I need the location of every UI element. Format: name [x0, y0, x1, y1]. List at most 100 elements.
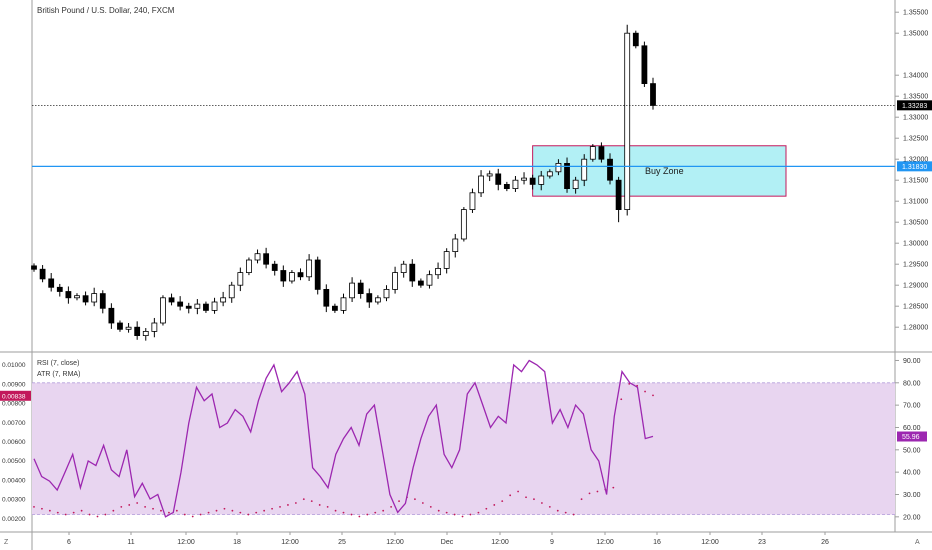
- rsi-tick-label: 30.00: [903, 492, 921, 499]
- buy-zone[interactable]: Buy Zone: [532, 145, 787, 197]
- atr-dot: [160, 509, 162, 512]
- atr-tick-label: 0.00600: [2, 439, 26, 446]
- atr-dot: [382, 509, 385, 512]
- rsi-legend[interactable]: RSI (7, close): [37, 360, 79, 367]
- candle-body: [306, 259, 313, 278]
- atr-tick-label: 0.00800: [2, 401, 26, 408]
- time-tick-label: 12:00: [491, 539, 509, 546]
- candle-body: [349, 282, 355, 299]
- horizontal-line-tag: [897, 161, 932, 172]
- time-tick-label: 26: [821, 539, 829, 546]
- atr-dot: [620, 398, 623, 401]
- atr-dot: [120, 505, 123, 508]
- candle-body: [39, 268, 46, 280]
- atr-dot: [207, 511, 210, 514]
- atr-axis[interactable]: 0.01000 0.00900 0.00800 0.00700 0.00600 0.005…: [2, 362, 26, 523]
- candle-body: [392, 272, 398, 290]
- time-tick-label: 12:00: [281, 539, 299, 546]
- atr-dot: [652, 394, 654, 397]
- atr-dot: [247, 513, 250, 516]
- atr-dot: [294, 502, 297, 504]
- candle-body: [289, 272, 295, 282]
- time-axis[interactable]: 6 11 12:00 18 12:00 25 12:00 Dec 12:00 9 12:00 16 12…: [67, 532, 829, 546]
- buy-zone-rectangle[interactable]: [532, 145, 787, 197]
- candle-body: [581, 158, 588, 181]
- rsi-tick-label: 90.00: [903, 358, 921, 365]
- atr-dot: [183, 513, 186, 516]
- atr-dot: [596, 490, 599, 493]
- candle-body: [177, 301, 184, 307]
- candle-body: [151, 322, 158, 332]
- atr-dot: [564, 511, 567, 514]
- time-tick-label: 18: [233, 539, 241, 546]
- candle-body: [426, 274, 433, 286]
- auto-scale-toggle[interactable]: A: [915, 539, 920, 546]
- time-tick-label: 6: [67, 539, 71, 546]
- atr-dot: [350, 513, 353, 516]
- atr-dot: [612, 486, 615, 489]
- candle-body: [641, 45, 648, 84]
- symbol-title[interactable]: British Pound / U.S. Dollar, 240, FXCM: [37, 6, 175, 15]
- atr-dot: [152, 507, 154, 510]
- atr-dot: [429, 505, 432, 508]
- candle-body: [297, 272, 304, 278]
- rsi-tick-label: 20.00: [903, 514, 921, 521]
- atr-tick-label: 0.01000: [2, 362, 26, 369]
- time-tick-label: Dec: [441, 539, 454, 546]
- atr-dots: [33, 382, 654, 518]
- atr-dot: [175, 509, 178, 512]
- candle-body: [117, 322, 123, 330]
- buy-zone-label: Buy Zone: [645, 166, 684, 176]
- time-tick-label: 16: [653, 539, 661, 546]
- atr-legend[interactable]: ATR (7, RMA): [37, 371, 80, 378]
- candle-body: [469, 192, 476, 211]
- price-tick-label: 1.29000: [903, 283, 928, 290]
- atr-dot: [469, 513, 472, 516]
- atr-dot: [477, 511, 480, 514]
- atr-dot: [231, 509, 234, 512]
- price-tick-label: 1.30500: [903, 220, 928, 227]
- atr-dot: [263, 509, 266, 512]
- candle-body: [254, 253, 261, 261]
- indicator-pane[interactable]: [32, 359, 895, 518]
- atr-dot: [580, 498, 583, 501]
- rsi-axis[interactable]: 90.00 80.00 70.00 60.00 50.00 40.00 30.00 20.00: [895, 358, 921, 521]
- candle-body: [409, 263, 416, 282]
- rsi-line: [33, 359, 654, 518]
- atr-dot: [556, 509, 559, 512]
- candle-body: [246, 259, 252, 274]
- atr-value-tag: [0, 390, 31, 401]
- candle-body: [495, 173, 502, 185]
- candle-body: [185, 305, 192, 309]
- time-tick-label: 25: [338, 539, 346, 546]
- candle-body: [74, 295, 80, 299]
- candle-body: [48, 278, 55, 288]
- price-tick-label: 1.31000: [903, 199, 928, 206]
- rsi-band: [32, 382, 895, 515]
- candle-body: [340, 297, 347, 311]
- candle-body: [452, 238, 459, 252]
- atr-dot: [421, 502, 424, 504]
- time-tick-label: 12:00: [701, 539, 719, 546]
- time-tick-label: 23: [758, 539, 766, 546]
- atr-dot: [366, 513, 369, 516]
- atr-dot: [191, 515, 194, 518]
- atr-dot: [128, 504, 131, 506]
- atr-dot: [48, 509, 51, 512]
- atr-dot: [525, 496, 527, 499]
- price-tick-label: 1.29500: [903, 262, 928, 269]
- timezone-corner[interactable]: Z: [4, 539, 9, 546]
- atr-dot: [326, 505, 329, 508]
- price-tick-label: 1.31500: [903, 178, 928, 185]
- atr-dot: [358, 515, 361, 518]
- time-tick-label: 11: [127, 539, 134, 546]
- atr-dot: [342, 511, 345, 514]
- atr-dot: [588, 492, 591, 495]
- candle-body: [417, 280, 424, 286]
- candle-body: [400, 263, 407, 274]
- atr-dot: [104, 513, 107, 516]
- price-axis[interactable]: 1.35500 1.35000 1.34000 1.33500 1.33000 1.325…: [895, 10, 928, 332]
- candle-body: [486, 173, 493, 177]
- candle-body: [82, 295, 89, 303]
